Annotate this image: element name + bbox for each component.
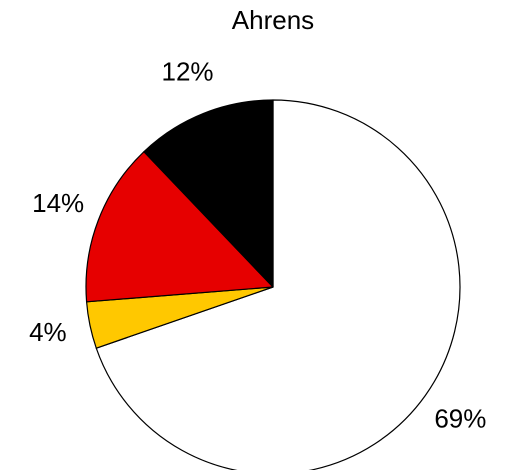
slice-label: 69% <box>434 403 486 433</box>
pie-slice <box>143 99 274 288</box>
pie-slice <box>85 151 274 303</box>
slice-label: 4% <box>29 317 67 347</box>
pie-slice <box>95 99 461 470</box>
chart-title: Ahrens <box>232 5 314 35</box>
slice-label: 14% <box>32 188 84 218</box>
slice-label: 12% <box>161 56 213 86</box>
